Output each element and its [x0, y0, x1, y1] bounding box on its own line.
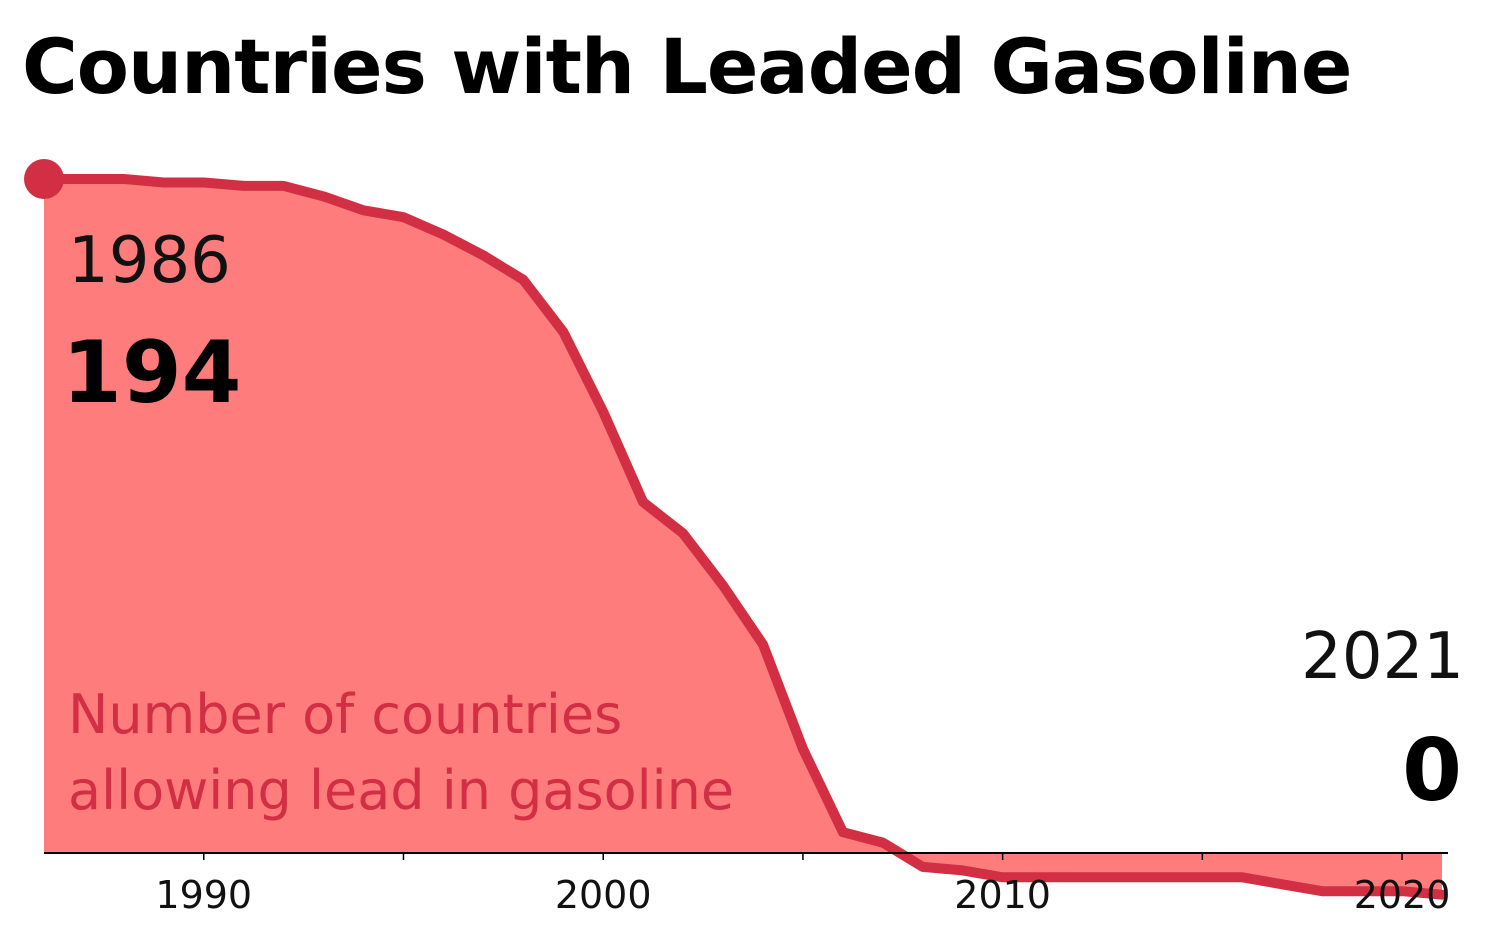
start-value-label: 194 [62, 323, 242, 423]
start-year-label: 1986 [68, 224, 231, 298]
end-value-label: 0 [1402, 721, 1462, 821]
series-label-line: Number of countries [68, 683, 622, 746]
x-tick-label: 1990 [155, 873, 252, 917]
x-tick-label: 2020 [1354, 873, 1451, 917]
start-point-marker [24, 159, 64, 199]
annotation-layer: Number of countries allowing lead in gaso… [62, 224, 1464, 822]
series-label-line: allowing lead in gasoline [68, 759, 734, 822]
series-line [39, 174, 1447, 900]
end-year-label: 2021 [1301, 620, 1464, 694]
area-layer [24, 159, 1447, 900]
x-tick-label: 2010 [954, 873, 1051, 917]
chart-title: Countries with Leaded Gasoline [22, 22, 1352, 111]
x-axis: 1990 2000 2010 2020 [44, 852, 1451, 917]
x-tick-label: 2000 [555, 873, 652, 917]
area-fill [44, 179, 1442, 895]
